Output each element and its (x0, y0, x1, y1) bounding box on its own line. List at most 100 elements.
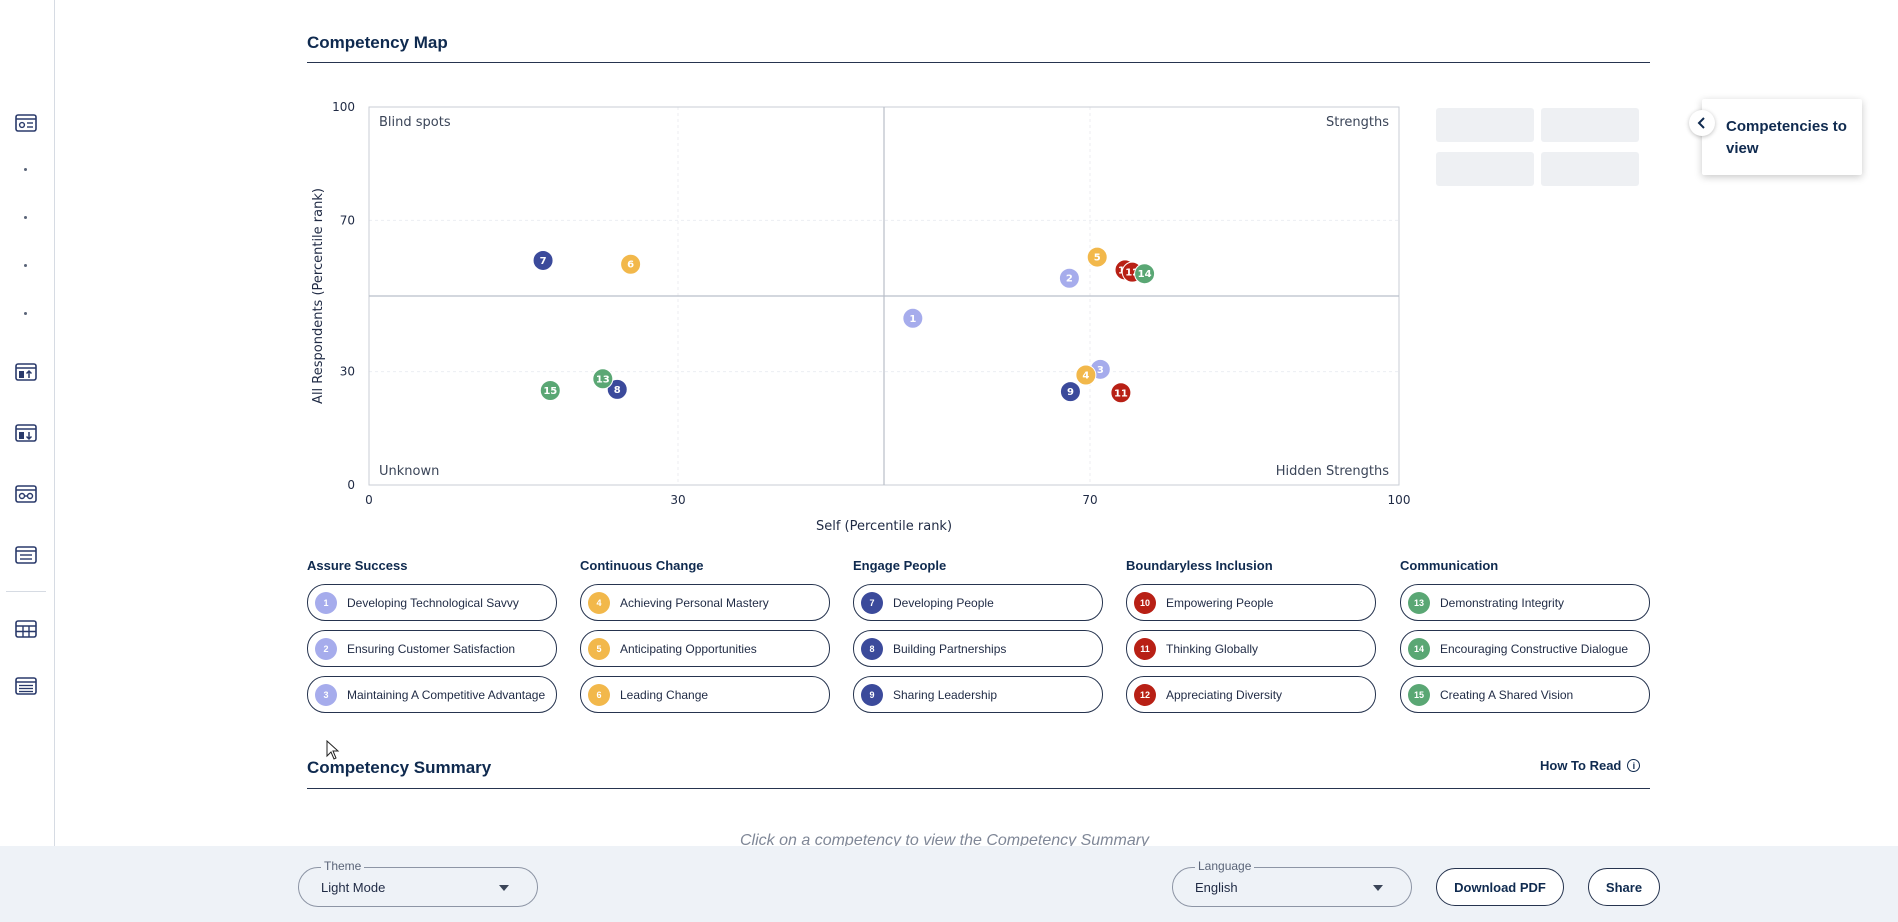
competency-chip[interactable]: 9 Sharing Leadership (853, 676, 1103, 713)
competency-point-marker (1110, 382, 1132, 404)
competency-point[interactable]: 1 (902, 307, 924, 329)
list-report-icon[interactable] (14, 676, 38, 696)
competencies-panel: Competencies to view (1702, 99, 1862, 175)
competency-point[interactable]: 5 (1086, 246, 1108, 268)
competency-label: Appreciating Diversity (1166, 687, 1283, 702)
competency-label: Creating A Shared Vision (1440, 687, 1574, 702)
table-icon[interactable] (14, 619, 38, 639)
competency-point-label: 9 (1067, 387, 1074, 398)
legend-group: Assure Success 1 Developing Technological … (307, 558, 557, 713)
competency-chip[interactable]: 10 Empowering People (1126, 584, 1376, 621)
competency-number-badge: 10 (1134, 591, 1156, 614)
competency-point[interactable]: 13 (592, 368, 614, 390)
competency-point[interactable]: 8 (606, 378, 628, 400)
competency-number-badge: 9 (861, 683, 883, 706)
competency-point-marker (532, 249, 554, 271)
quadrant-label-hidden-strengths: Hidden Strengths (1276, 464, 1389, 479)
language-select[interactable]: Language English (1172, 859, 1412, 907)
competency-point[interactable]: 7 (532, 249, 554, 271)
placeholder-tile (1436, 152, 1534, 186)
competency-number-badge: 2 (315, 637, 337, 660)
download-pdf-button[interactable]: Download PDF (1436, 868, 1564, 906)
report-icon[interactable] (14, 113, 38, 133)
competency-point-label: 13 (596, 374, 610, 385)
competency-point[interactable]: 6 (620, 253, 642, 275)
theme-select[interactable]: Theme Light Mode (298, 859, 538, 907)
placeholder-tile (1436, 108, 1534, 142)
competency-point[interactable]: 15 (539, 380, 561, 401)
legend-group-title: Communication (1400, 558, 1499, 573)
competency-number-badge: 14 (1408, 637, 1430, 660)
legend-group: Communication 13 Demonstrating Integrity 14… (1400, 558, 1650, 713)
competency-label: Empowering People (1166, 595, 1274, 610)
competency-chip[interactable]: 12 Appreciating Diversity (1126, 676, 1376, 713)
x-tick-label: 0 (365, 493, 373, 507)
legend-group-title: Continuous Change (580, 558, 704, 573)
competency-number-badge: 11 (1134, 637, 1156, 660)
competency-number-badge: 5 (588, 637, 610, 660)
competency-point-marker (1086, 246, 1108, 268)
competency-number-badge: 12 (1134, 683, 1156, 706)
y-tick-label: 70 (340, 213, 355, 227)
competency-summary-hint: Click on a competency to view the Compet… (740, 832, 1150, 849)
competency-chip[interactable]: 6 Leading Change (580, 676, 830, 713)
competency-point-marker (1058, 267, 1080, 289)
legend-group-title: Boundaryless Inclusion (1126, 558, 1273, 573)
competency-chip[interactable]: 15 Creating A Shared Vision (1400, 676, 1650, 713)
nav-dot[interactable] (24, 216, 27, 219)
competency-point-marker (606, 378, 628, 400)
competency-label: Building Partnerships (893, 641, 1007, 656)
download-report-icon[interactable] (14, 423, 38, 443)
upload-report-icon[interactable] (14, 362, 38, 382)
competency-point-label: 2 (1066, 274, 1073, 285)
competency-number-badge: 13 (1408, 591, 1430, 614)
competency-chip[interactable]: 4 Achieving Personal Mastery (580, 584, 830, 621)
caret-down-icon (499, 885, 509, 891)
competency-chip[interactable]: 13 Demonstrating Integrity (1400, 584, 1650, 621)
how-to-read-button[interactable]: How To Read i (1540, 758, 1641, 773)
x-tick-label: 100 (1388, 493, 1411, 507)
competency-chip[interactable]: 7 Developing People (853, 584, 1103, 621)
competency-label: Demonstrating Integrity (1440, 595, 1565, 610)
competency-point[interactable]: 4 (1075, 364, 1097, 386)
compare-icon[interactable] (14, 484, 38, 504)
placeholder-tile (1541, 152, 1639, 186)
competency-point-marker (1059, 381, 1081, 403)
competency-scatter-chart: Blind spots Strengths Unknown Hidden Str… (311, 100, 1411, 534)
nav-dot[interactable] (24, 168, 27, 171)
competency-label: Developing Technological Savvy (347, 595, 519, 610)
competency-chip[interactable]: 2 Ensuring Customer Satisfaction (307, 630, 557, 667)
caret-down-icon (1373, 885, 1383, 891)
competency-chip[interactable]: 11 Thinking Globally (1126, 630, 1376, 667)
mouse-cursor-icon (326, 740, 340, 760)
y-tick-label: 30 (340, 365, 355, 379)
competency-point-label: 7 (540, 256, 547, 267)
competency-point[interactable]: 14 (1134, 263, 1156, 285)
competency-point-label: 3 (1097, 365, 1104, 376)
language-select-value: English (1195, 880, 1238, 895)
y-tick-label: 0 (347, 478, 355, 492)
legend-group: Engage People 7 Developing People 8 Building… (853, 558, 1103, 713)
nav-dot[interactable] (24, 264, 27, 267)
competency-point[interactable]: 2 (1058, 267, 1080, 289)
competency-number-badge: 4 (588, 591, 610, 614)
document-icon[interactable] (14, 545, 38, 565)
competency-chip[interactable]: 8 Building Partnerships (853, 630, 1103, 667)
competency-chip[interactable]: 14 Encouraging Constructive Dialogue (1400, 630, 1650, 667)
competency-map-title: Competency Map (307, 33, 448, 52)
competency-label: Encouraging Constructive Dialogue (1440, 641, 1629, 656)
competency-chip[interactable]: 5 Anticipating Opportunities (580, 630, 830, 667)
competency-point[interactable]: 11 (1110, 382, 1132, 404)
competency-number-badge: 6 (588, 683, 610, 706)
competency-label: Maintaining A Competitive Advantage (347, 687, 546, 702)
share-button[interactable]: Share (1588, 868, 1660, 906)
competency-point[interactable]: 9 (1059, 381, 1081, 403)
competency-chip[interactable]: 3 Maintaining A Competitive Advantage (307, 676, 557, 713)
competency-point-label: 14 (1138, 269, 1152, 280)
competency-label: Anticipating Opportunities (620, 641, 757, 656)
competency-chip[interactable]: 1 Developing Technological Savvy (307, 584, 557, 621)
nav-dot[interactable] (24, 312, 27, 315)
competency-number-badge: 15 (1408, 683, 1430, 706)
x-axis-title: Self (Percentile rank) (816, 519, 952, 534)
collapse-panel-button[interactable] (1689, 110, 1715, 136)
